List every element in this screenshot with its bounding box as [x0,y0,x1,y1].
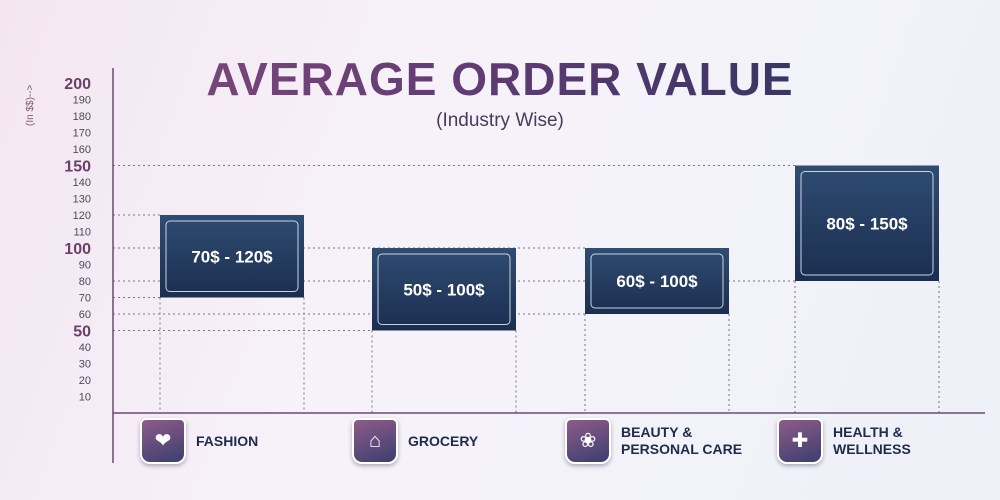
y-tick-label: 100 [64,241,91,258]
y-tick-label: 30 [79,359,91,371]
chart-title: AVERAGE ORDER VALUE [0,52,1000,106]
y-tick-label: 10 [79,392,91,404]
chart-subtitle: (Industry Wise) [436,110,564,131]
category-label: BEAUTY & PERSONAL CARE [621,424,743,457]
range-bar [585,248,729,314]
range-bar [795,165,939,281]
y-tick-label: 70 [79,293,91,305]
y-tick-label: 150 [64,159,91,176]
category-label: HEALTH & WELLNESS [833,424,911,457]
y-tick-label: 190 [73,95,91,107]
category-label: FASHION [196,432,259,449]
health-kit-icon: ✚ [777,418,823,464]
range-bar-label: 50$ - 100$ [403,280,485,299]
y-tick-label: 160 [73,144,91,156]
y-tick-label: 20 [79,375,91,387]
range-bar-inner-border [800,171,934,276]
y-tick-label: 50 [73,324,91,341]
category-3: ✚ HEALTH & WELLNESS [777,418,911,464]
category-label: GROCERY [408,432,479,449]
y-tick-label: 120 [73,210,91,222]
shopping-basket-icon: ⌂ [352,418,398,464]
range-bar-label: 80$ - 150$ [826,214,908,233]
y-tick-label: 60 [79,309,91,321]
dress-icon: ❤ [140,418,186,464]
range-bar [372,248,516,331]
category-1: ⌂ GROCERY [352,418,478,464]
range-bar-inner-border [590,253,724,309]
y-tick-label: 80 [79,276,91,288]
category-2: ❀ BEAUTY & PERSONAL CARE [565,418,742,464]
y-tick-label: 40 [79,342,91,354]
y-tick-label: 170 [73,128,91,140]
y-tick-label: 200 [64,76,91,93]
range-bar-label: 60$ - 100$ [616,272,698,291]
range-bar-inner-border [377,253,511,325]
range-bar-label: 70$ - 120$ [191,247,273,266]
y-tick-label: 130 [73,194,91,206]
category-0: ❤ FASHION [140,418,258,464]
y-tick-label: 90 [79,260,91,272]
range-bar [160,215,304,298]
y-tick-label: 140 [73,177,91,189]
y-tick-label: 110 [73,227,91,239]
range-bar-inner-border [165,220,299,292]
cosmetics-icon: ❀ [565,418,611,464]
y-tick-label: 180 [73,111,91,123]
